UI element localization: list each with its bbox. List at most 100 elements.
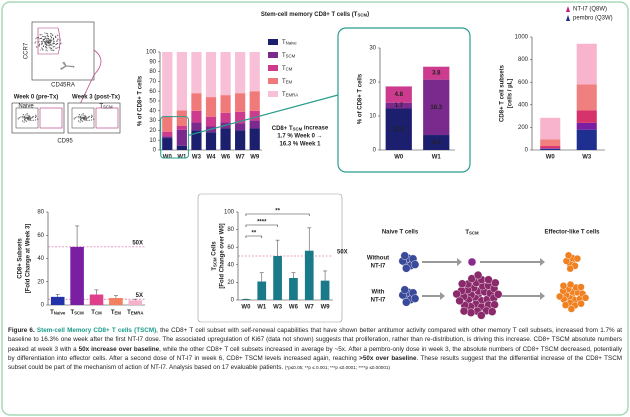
- label-subscript: SCM: [213, 257, 218, 267]
- flow-dot: [46, 33, 49, 35]
- bar-segment: [205, 52, 217, 98]
- bar-segment: [576, 84, 597, 111]
- flow-dot: [62, 61, 64, 63]
- flow-dot: [45, 32, 47, 34]
- label-subscript: Naive: [54, 311, 66, 316]
- flow-dot: [51, 44, 53, 46]
- x-tick-label: TSCM: [70, 310, 84, 316]
- flow-dot: [83, 117, 85, 119]
- flow-dot: [52, 46, 54, 48]
- legend-arrow: [566, 6, 570, 12]
- x-tick-label: W6: [289, 305, 299, 311]
- effector-cell: [556, 292, 564, 301]
- legend-label: pembro (Q3W): [573, 16, 613, 22]
- diagram-header: Naive T cells: [382, 230, 419, 236]
- label-part: CD8+ T: [272, 126, 293, 132]
- flow-dot: [41, 48, 43, 50]
- flow-axis-label: CD95: [57, 139, 73, 145]
- y-tick-label: 0: [153, 148, 157, 154]
- bar-segment: [423, 79, 450, 136]
- label-part: T: [282, 92, 286, 98]
- flow-dot: [24, 115, 26, 117]
- flow-dot: [53, 42, 55, 44]
- flow-dot: [40, 41, 43, 43]
- bar-segment: [540, 139, 561, 147]
- flow-dot: [55, 47, 57, 49]
- y-tick-label: 80: [149, 69, 156, 75]
- flow-dot: [43, 35, 45, 38]
- flow-dot: [74, 117, 76, 119]
- bar-segment: [249, 128, 260, 150]
- label-part: increase: [302, 125, 329, 131]
- bar-segment: [191, 52, 202, 94]
- y-tick-label: 0: [41, 303, 45, 309]
- x-tick-label: TEM: [111, 310, 122, 316]
- annotation: CD8+ TSCM increase: [272, 125, 329, 132]
- flow-dot: [81, 120, 84, 122]
- diagram-row-label: Without: [367, 256, 389, 262]
- naive-cell: [410, 260, 420, 269]
- flow-gate: [39, 107, 63, 129]
- annotation: 16.3 % Week 1: [280, 142, 322, 148]
- bar: [304, 250, 314, 300]
- x-tick-label: W3: [273, 305, 283, 311]
- data-label: 3.8: [432, 71, 441, 77]
- flow-axis-label: CD45RA: [51, 83, 75, 89]
- y-axis-label: CD8+ T cell subsets: [500, 64, 506, 122]
- flow-dot: [82, 117, 84, 119]
- y-tick-label: 40: [227, 262, 234, 268]
- bar-segment: [235, 52, 246, 94]
- legend-label: TEMRA: [282, 92, 298, 98]
- flow-dot: [82, 113, 84, 115]
- bar-segment: [540, 117, 561, 140]
- caption-text: , the CD8+ T cell subset with self-renew…: [8, 327, 622, 353]
- naive-cell: [402, 264, 411, 273]
- flow-dot: [53, 41, 55, 43]
- y-tick-label: 90: [149, 59, 156, 65]
- y-tick-label: 50: [149, 99, 156, 105]
- caption-text: 50x increase over baseline: [78, 345, 160, 353]
- flow-dot: [62, 66, 64, 68]
- tscm-cell: [467, 274, 476, 283]
- x-tick-label: W4: [207, 155, 217, 161]
- flow-dot: [26, 113, 28, 115]
- diagram-header: Effector-like T cells: [544, 230, 600, 236]
- flow-dot: [60, 67, 62, 69]
- caption-text: , while the other CD8+ T cell subsets in…: [8, 345, 623, 362]
- label-subscript: EMRA: [286, 93, 299, 98]
- bar-segment: [162, 136, 173, 139]
- flow-dot: [90, 119, 93, 121]
- flow-dot: [85, 116, 87, 118]
- x-tick-label: W7: [305, 305, 315, 311]
- flow-dot: [64, 63, 66, 65]
- flow-gate: [95, 107, 119, 129]
- label-part: T: [282, 79, 286, 85]
- flow-dot: [73, 118, 75, 120]
- label-part: T: [212, 267, 218, 271]
- flow-dot: [27, 114, 29, 116]
- tscm-cell: [491, 278, 500, 288]
- flow-gate: [15, 107, 39, 129]
- panel-frame: [197, 193, 343, 323]
- flow-dot: [81, 114, 83, 116]
- y-tick-label: 0: [231, 298, 235, 304]
- flow-dot: [45, 46, 47, 48]
- flow-dot: [35, 38, 37, 40]
- significance-label: ****: [257, 220, 267, 226]
- bar-segment: [220, 112, 231, 123]
- flow-dot: [41, 47, 43, 49]
- bar-segment: [220, 95, 231, 113]
- flow-dot: [59, 68, 61, 70]
- flow-dot: [57, 38, 59, 40]
- flow-dot: [41, 34, 43, 36]
- y-axis-label: [cells / µL]: [508, 79, 514, 108]
- label-part: T: [127, 310, 131, 316]
- flow-dot: [86, 119, 88, 121]
- flow-dot: [56, 42, 59, 45]
- flow-dot: [35, 115, 37, 118]
- flow-dot: [50, 47, 53, 49]
- y-tick-label: 30: [369, 46, 376, 52]
- flow-dot: [52, 34, 54, 36]
